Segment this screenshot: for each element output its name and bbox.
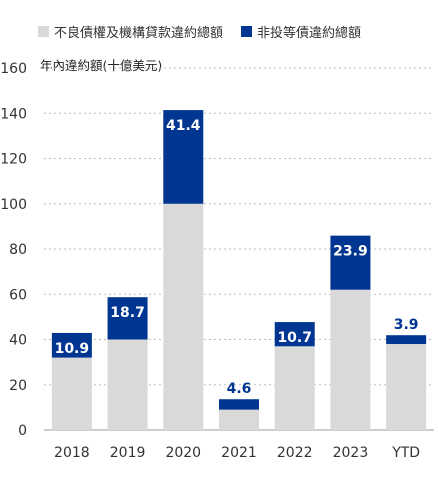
bar-hy-bonds-2018 bbox=[51, 332, 92, 358]
y-tick-label-20: 20 bbox=[9, 378, 27, 394]
y-tick-label-80: 80 bbox=[9, 242, 27, 258]
y-axis-label: 年內違約額(十億美元) bbox=[40, 58, 163, 73]
bar-hy-bonds-2022 bbox=[274, 322, 315, 347]
x-tick-label-2018: 2018 bbox=[54, 445, 90, 461]
data-label-2018: 10.9 bbox=[55, 341, 90, 357]
y-tick-label-40: 40 bbox=[9, 333, 27, 349]
y-tick-label-120: 120 bbox=[0, 152, 27, 168]
x-tick-label-2019: 2019 bbox=[110, 445, 146, 461]
bar-loans-2020 bbox=[163, 203, 204, 430]
x-tick-label-2022: 2022 bbox=[277, 445, 313, 461]
x-tick-label-YTD: YTD bbox=[391, 445, 420, 461]
y-tick-label-0: 0 bbox=[18, 423, 27, 439]
x-tick-label-2023: 2023 bbox=[333, 445, 369, 461]
y-tick-label-100: 100 bbox=[0, 197, 27, 213]
bar-hy-bonds-YTD bbox=[386, 335, 427, 345]
data-label-2020: 41.4 bbox=[166, 118, 201, 134]
legend-label-loans: 不良債權及機構貸款違約總額 bbox=[54, 26, 224, 41]
bar-loans-2019 bbox=[107, 339, 148, 430]
bar-loans-2018 bbox=[51, 357, 92, 430]
bar-hy-bonds-2023 bbox=[330, 235, 371, 290]
bar-loans-2022 bbox=[274, 346, 315, 430]
bar-loans-YTD bbox=[386, 344, 427, 430]
y-tick-label-60: 60 bbox=[9, 287, 27, 303]
bar-loans-2023 bbox=[330, 289, 371, 430]
data-label-2023: 23.9 bbox=[333, 244, 368, 260]
legend-item-loans: 不良債權及機構貸款違約總額 bbox=[38, 22, 223, 41]
data-label-2022: 10.7 bbox=[277, 330, 312, 346]
data-label-2019: 18.7 bbox=[110, 305, 145, 321]
legend-swatch-loans bbox=[38, 26, 49, 37]
bar-hy-bonds-2021 bbox=[219, 399, 259, 410]
bar-hy-bonds-2020 bbox=[163, 110, 204, 204]
chart-legend: 不良債權及機構貸款違約總額 非投等債違約總額 bbox=[38, 22, 379, 41]
legend-label-hy-bonds: 非投等債違約總額 bbox=[257, 26, 362, 41]
y-tick-label-160: 160 bbox=[0, 61, 27, 77]
legend-item-hy-bonds: 非投等債違約總額 bbox=[241, 22, 361, 41]
bar-hy-bonds-2019 bbox=[107, 297, 148, 340]
y-tick-label-140: 140 bbox=[0, 106, 27, 122]
x-tick-label-2021: 2021 bbox=[221, 445, 257, 461]
data-label-2021: 4.6 bbox=[227, 381, 252, 397]
x-tick-label-2020: 2020 bbox=[165, 445, 201, 461]
legend-swatch-hy-bonds bbox=[241, 26, 253, 37]
bar-loans-2021 bbox=[219, 409, 259, 430]
data-label-YTD: 3.9 bbox=[394, 317, 419, 333]
